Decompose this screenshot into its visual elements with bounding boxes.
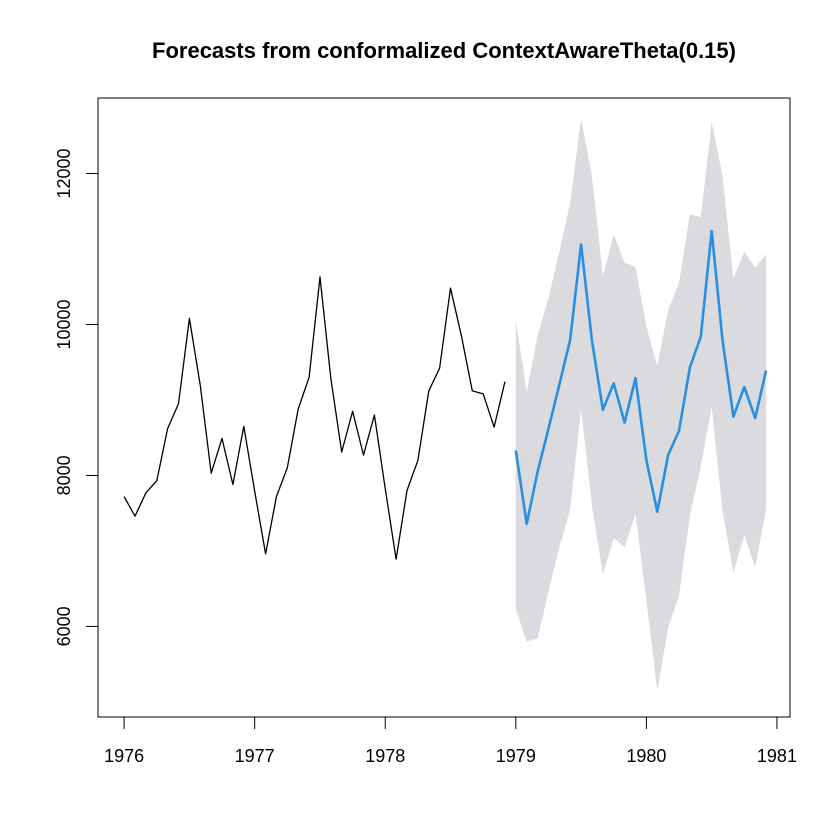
axes: 1976 1977 1978 1979 1980 1981 6000 8000 10000 120… [54,148,797,766]
chart-title: Forecasts from conformalized ContextAwar… [152,38,736,63]
x-tick-label: 1977 [235,746,275,766]
x-tick-label: 1980 [626,746,666,766]
x-tick-label: 1978 [365,746,405,766]
forecast-series-line [514,229,768,526]
y-tick-label: 10000 [54,299,74,349]
x-tick-label: 1976 [104,746,144,766]
x-tick-label: 1981 [757,746,797,766]
plot-area [123,119,768,691]
y-tick-label: 8000 [54,455,74,495]
history-series-line [123,276,506,560]
y-tick-label: 6000 [54,606,74,646]
x-tick-label: 1979 [496,746,536,766]
y-tick-label: 12000 [54,148,74,198]
